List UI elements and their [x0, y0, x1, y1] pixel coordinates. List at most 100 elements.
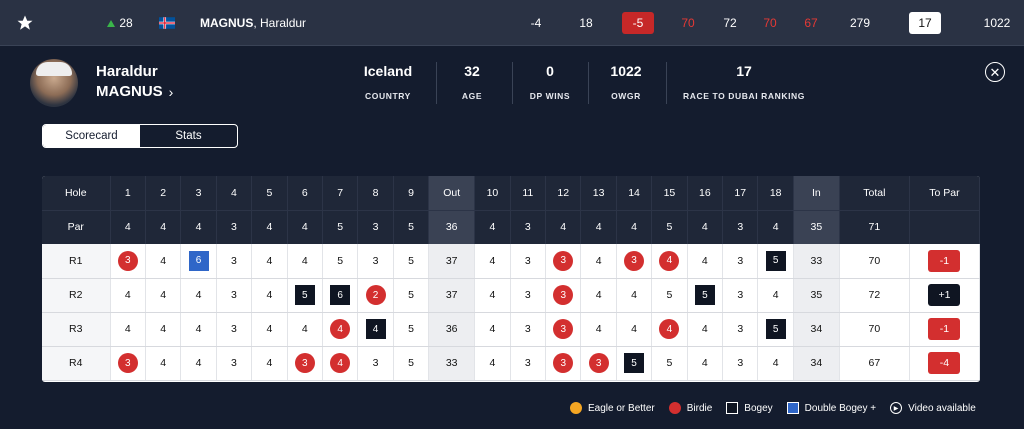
round-topar-cell: -1: [909, 244, 980, 279]
hole-score: 4: [145, 312, 182, 347]
par-out: 36: [428, 209, 476, 244]
round-label: R1: [42, 244, 111, 279]
hole-score: 3: [545, 278, 582, 313]
score-value: 3: [524, 323, 531, 335]
birdie-score: 4: [659, 250, 680, 271]
hole-score: 4: [110, 312, 146, 347]
view-tabs: Scorecard Stats: [42, 124, 238, 148]
hole-par: 4: [110, 209, 146, 244]
profile-first-name: Haraldur: [96, 63, 158, 80]
score-value: 4: [595, 289, 602, 301]
stat-country: Iceland COUNTRY: [363, 63, 413, 101]
hole-score: 4: [580, 278, 617, 313]
par-label: Par: [42, 209, 111, 244]
score-value: 4: [701, 357, 708, 369]
round-in: 34: [793, 346, 840, 381]
hole-score: 3: [216, 278, 253, 313]
hole-label: Hole: [42, 176, 111, 210]
hole-score: 4: [110, 278, 146, 313]
score-value: 4: [195, 357, 202, 369]
hole-score: 4: [251, 346, 288, 381]
birdie-score: 3: [117, 353, 138, 373]
round-out: 37: [428, 278, 476, 313]
legend-eagle: Eagle or Better: [570, 402, 655, 414]
hole-score: 5: [616, 346, 653, 381]
score-value: 4: [772, 289, 779, 301]
score-value: 4: [266, 323, 273, 335]
hole-score: 3: [216, 346, 253, 381]
par-total: 71: [839, 209, 910, 244]
hole-number: 6: [287, 176, 323, 210]
hole-par: 4: [474, 209, 511, 244]
score-value: 4: [266, 357, 273, 369]
hole-score: 3: [110, 244, 146, 279]
score-value: 4: [772, 357, 779, 369]
round-topar-cell: -4: [909, 346, 980, 381]
score-value: 4: [301, 254, 308, 267]
hole-number: 8: [357, 176, 394, 210]
score-value: 4: [266, 254, 273, 267]
hole-score: 4: [474, 278, 511, 313]
birdie-score: 3: [553, 319, 574, 339]
hole-number: 16: [687, 176, 724, 210]
player-name[interactable]: MAGNUS, Haraldur: [200, 16, 307, 30]
score-value: 5: [408, 357, 414, 369]
profile-last-name-link[interactable]: MAGNUS ›: [96, 83, 174, 100]
hole-score: 4: [251, 312, 288, 347]
favourite-star-icon[interactable]: [14, 0, 36, 46]
score-value: 4: [195, 323, 202, 335]
hole-score: 5: [393, 278, 430, 313]
hole-score: 5: [322, 244, 359, 279]
score-value: 3: [372, 357, 379, 369]
leaderboard-row[interactable]: 28 MAGNUS, Haraldur -4 18 -5 70 72 70 67…: [0, 0, 1024, 46]
player-first-name: Haraldur: [260, 16, 307, 30]
round-total: 72: [839, 278, 910, 313]
score-value: 3: [231, 254, 237, 267]
score-value: 3: [737, 289, 744, 301]
hole-score: 3: [616, 244, 653, 279]
hole-par: 3: [722, 209, 759, 244]
tab-scorecard[interactable]: Scorecard: [43, 125, 140, 147]
hole-number: 9: [393, 176, 430, 210]
score-value: 3: [231, 289, 237, 301]
hole-score: 4: [651, 312, 688, 347]
hole-number: 10: [474, 176, 511, 210]
hole-score: 4: [757, 278, 794, 313]
score-value: 4: [124, 323, 131, 335]
round-label: R2: [42, 278, 111, 313]
score-value: 4: [489, 254, 496, 267]
table-row[interactable]: R4 3 4 4 3 4 3 4 3 5 33 4 3 3 3 5 5 4 3 4 34 67 -4: [42, 346, 980, 381]
hole-score: 6: [322, 278, 359, 313]
score-value: 3: [737, 254, 744, 267]
bogey-score: 5: [624, 353, 645, 373]
par-row: Par 4 4 4 3 4 4 5 3 5 36 4 3 4 4 4 5 4 3 4 35 71: [42, 209, 980, 244]
total-to-par: -4: [530, 16, 542, 30]
close-icon[interactable]: ✕: [985, 62, 1005, 82]
hole-score: 3: [216, 312, 253, 347]
tab-stats[interactable]: Stats: [175, 130, 202, 142]
hole-score: 3: [287, 346, 323, 381]
table-row[interactable]: R2 4 4 4 3 4 5 6 2 5 37 4 3 3 4 4 5 5 3 4 35 72 +1: [42, 278, 980, 313]
hole-score: 3: [510, 244, 547, 279]
birdie-score: 3: [294, 353, 315, 373]
hole-par: 5: [322, 209, 359, 244]
score-value: 4: [160, 357, 167, 369]
score-value: 4: [266, 289, 273, 301]
round-total: 70: [839, 312, 910, 347]
round-label: R4: [42, 346, 111, 381]
round-total: 67: [839, 346, 910, 381]
hole-score: 3: [510, 312, 547, 347]
table-row[interactable]: R3 4 4 4 3 4 4 4 4 5 36 4 3 3 4 4 4 4 3 5 34 70 -1: [42, 312, 980, 347]
hole-score: 2: [357, 278, 394, 313]
hole-number: 2: [145, 176, 182, 210]
hole-score: 4: [616, 278, 653, 313]
round-topar: +1: [928, 284, 961, 306]
score-value: 4: [489, 323, 496, 335]
hole-par: 4: [545, 209, 582, 244]
avatar: [30, 59, 78, 107]
table-row[interactable]: R1 3 4 6 3 4 4 5 3 5 37 4 3 3 4 3 4 4 3 5 33 70 -1: [42, 244, 980, 279]
hole-score: 4: [145, 346, 182, 381]
hole-header-row: Hole 1 2 3 4 5 6 7 8 9 Out 10 11 12 13 14 15 16 17 18 In Tota…: [42, 176, 980, 210]
par-topar: [909, 209, 980, 244]
round-topar: -4: [928, 352, 961, 374]
